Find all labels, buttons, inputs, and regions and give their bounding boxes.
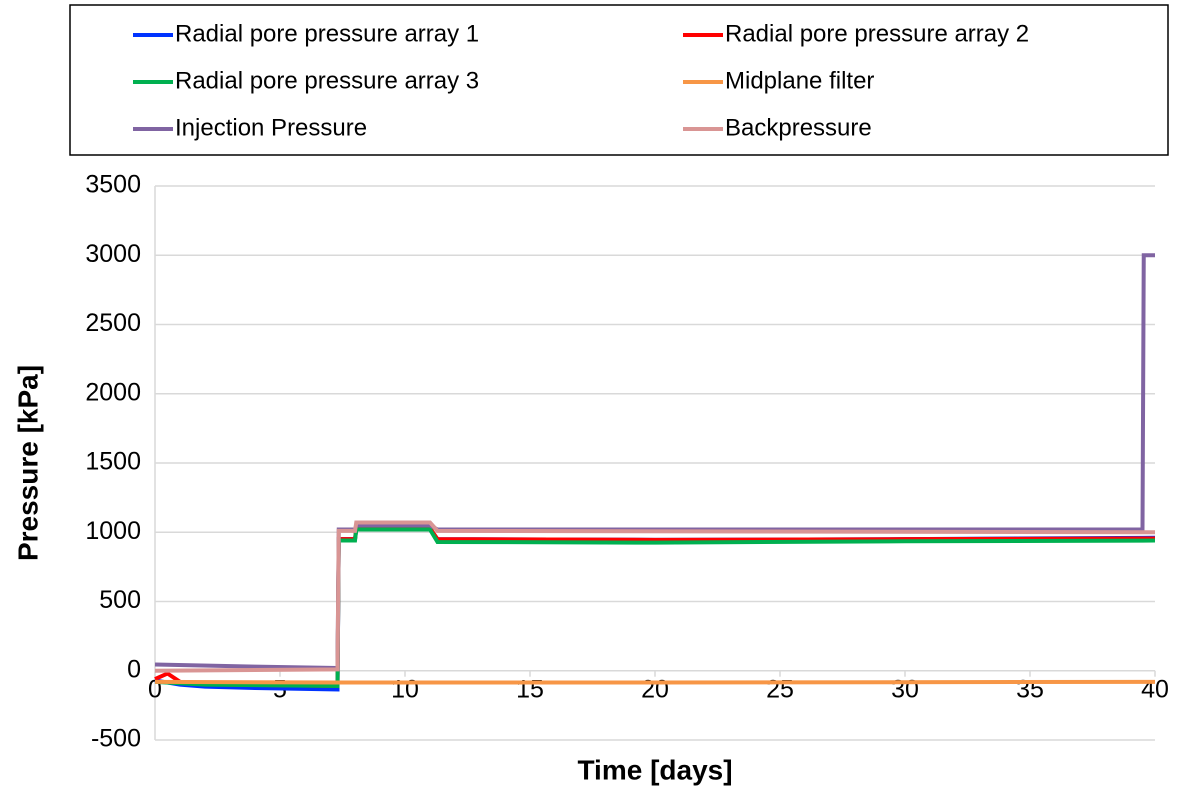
y-tick-label: 2500 <box>85 309 141 337</box>
y-tick-label: -500 <box>91 725 141 753</box>
y-tick-label: 0 <box>127 655 141 683</box>
data-line <box>154 253 1155 671</box>
x-tick-label: 15 <box>516 675 544 703</box>
x-tick-label: 25 <box>766 675 794 703</box>
legend-label: Radial pore pressure array 3 <box>175 67 479 94</box>
x-tick-label: 35 <box>1016 675 1044 703</box>
x-axis-title: Time [days] <box>577 754 732 785</box>
x-tick-label: 10 <box>391 675 419 703</box>
legend-box <box>69 4 1169 156</box>
legend-label: Backpressure <box>725 114 872 141</box>
x-tick-label: 20 <box>641 675 669 703</box>
y-tick-label: 2000 <box>85 378 141 406</box>
data-line <box>154 526 1156 689</box>
x-tick-label: 40 <box>1141 675 1169 703</box>
y-tick-label: 3500 <box>85 171 141 199</box>
legend-label: Radial pore pressure array 1 <box>175 20 479 47</box>
y-axis-title: Pressure [kPa] <box>12 365 43 561</box>
data-line <box>154 527 1156 689</box>
y-tick-label: 3000 <box>85 240 141 268</box>
x-tick-label: 30 <box>891 675 919 703</box>
y-tick-label: 1500 <box>85 448 141 476</box>
y-tick-label: 500 <box>99 586 141 614</box>
data-line <box>154 520 1156 673</box>
y-tick-label: 1000 <box>85 517 141 545</box>
data-line <box>154 679 1156 685</box>
legend-label: Injection Pressure <box>175 114 367 141</box>
legend-label: Midplane filter <box>725 67 874 94</box>
legend-label: Radial pore pressure array 2 <box>725 20 1029 47</box>
